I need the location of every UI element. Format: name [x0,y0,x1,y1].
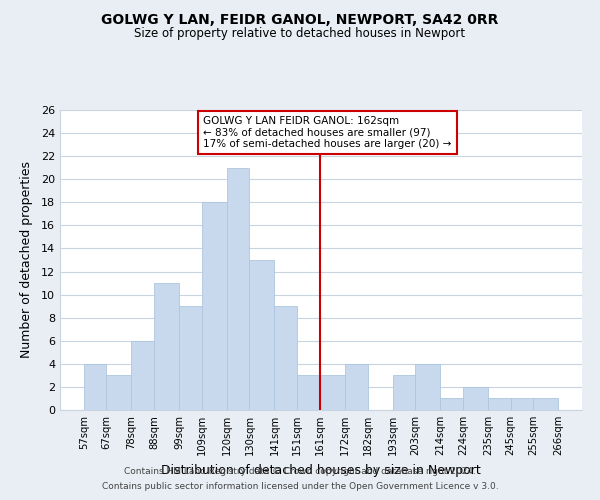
Bar [320,376,345,410]
Bar [488,398,511,410]
Bar [297,376,320,410]
Text: GOLWG Y LAN FEIDR GANOL: 162sqm
← 83% of detached houses are smaller (97)
17% of: GOLWG Y LAN FEIDR GANOL: 162sqm ← 83% of… [203,116,451,149]
Bar [415,364,440,410]
Bar [440,398,463,410]
Bar [84,364,106,410]
Bar [131,341,154,410]
Bar [227,168,250,410]
Bar [392,376,415,410]
Text: Size of property relative to detached houses in Newport: Size of property relative to detached ho… [134,28,466,40]
Text: GOLWG Y LAN, FEIDR GANOL, NEWPORT, SA42 0RR: GOLWG Y LAN, FEIDR GANOL, NEWPORT, SA42 … [101,12,499,26]
Bar [250,260,274,410]
Y-axis label: Number of detached properties: Number of detached properties [20,162,32,358]
Text: Contains public sector information licensed under the Open Government Licence v : Contains public sector information licen… [101,482,499,491]
Bar [106,376,131,410]
Bar [345,364,368,410]
Bar [274,306,297,410]
Bar [202,202,227,410]
Bar [511,398,533,410]
X-axis label: Distribution of detached houses by size in Newport: Distribution of detached houses by size … [161,464,481,476]
Bar [463,387,488,410]
Bar [533,398,558,410]
Bar [179,306,202,410]
Text: Contains HM Land Registry data © Crown copyright and database right 2024.: Contains HM Land Registry data © Crown c… [124,467,476,476]
Bar [154,283,179,410]
